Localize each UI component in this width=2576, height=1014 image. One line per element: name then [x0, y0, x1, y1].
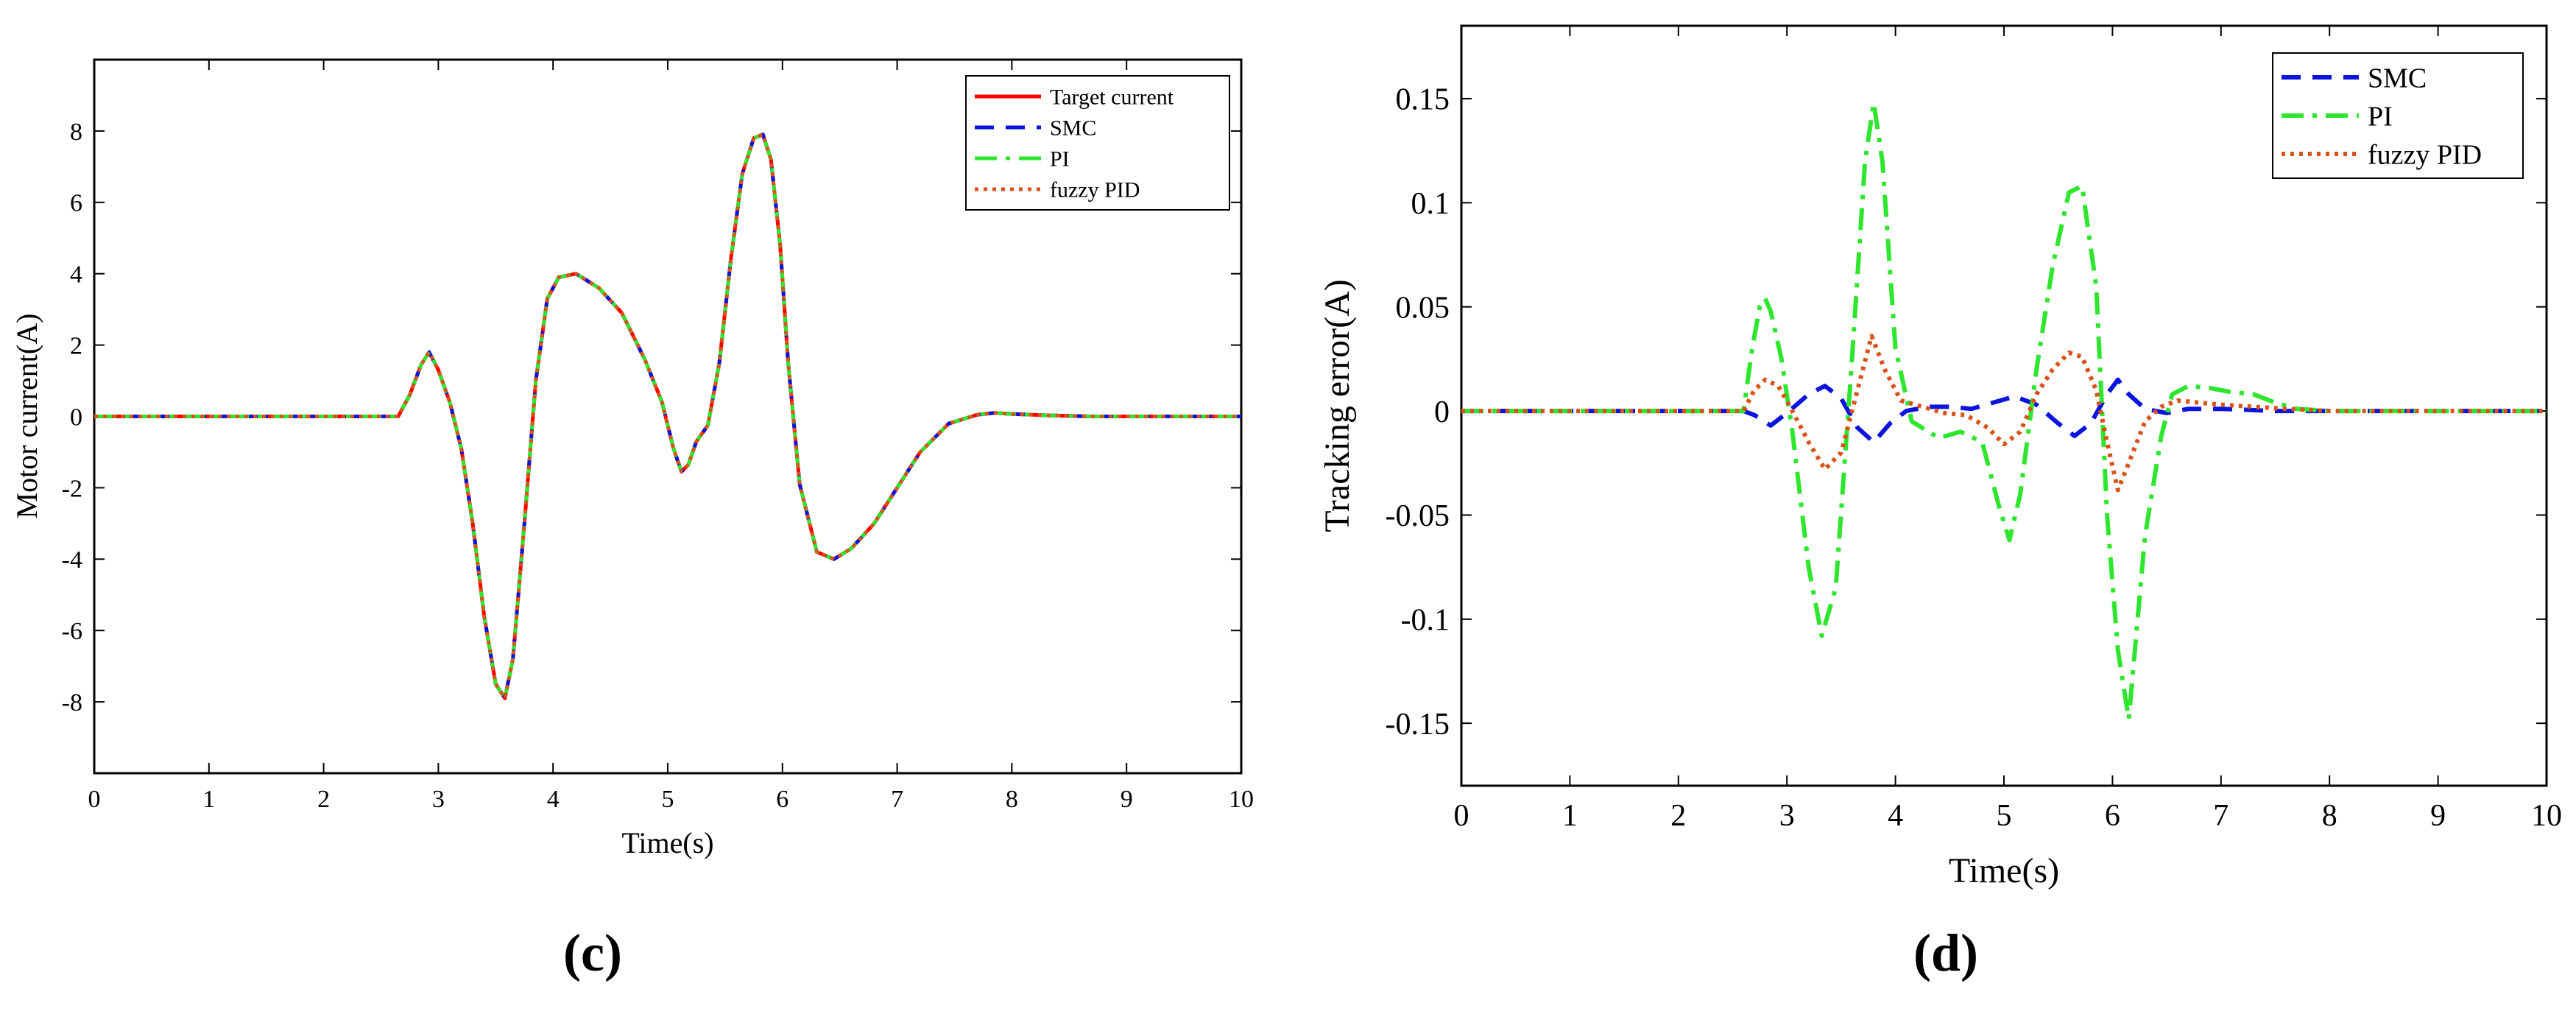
x-tick-label: 2 — [317, 786, 330, 813]
y-axis-label: Motor current(A) — [10, 314, 43, 519]
y-tick-label: 0 — [1434, 395, 1450, 429]
y-tick-label: 0.05 — [1396, 291, 1450, 325]
x-tick-label: 4 — [547, 786, 560, 813]
y-tick-label: 0 — [70, 404, 82, 431]
series-line-fuzzy-pid — [94, 133, 1241, 700]
x-tick-label: 8 — [1006, 786, 1018, 813]
legend-label: fuzzy PID — [2368, 139, 2482, 170]
legend-label: SMC — [2368, 63, 2427, 94]
legend-label: SMC — [1050, 116, 1096, 141]
motor-current-chart: 0 1 2 3 4 5 6 7 8 9 10 -8 -6 -4 -2 0 2 4 6 8 Time(s) Motor … — [10, 58, 1254, 982]
x-tick-label: 9 — [2430, 799, 2446, 833]
tracking-error-chart: 0 1 2 3 4 5 6 7 8 9 10 -0.15 -0.1 -0.05 0 0.05 0.1 0.15 T… — [1318, 24, 2562, 982]
y-tick-label: -8 — [62, 689, 82, 717]
x-tick-label: 10 — [2531, 799, 2562, 833]
x-tick-label: 0 — [88, 786, 101, 813]
x-tick-label: 3 — [432, 786, 445, 813]
y-tick-label: 2 — [70, 333, 82, 360]
legend-label: PI — [1050, 147, 1070, 172]
x-tick-label: 7 — [891, 786, 903, 813]
series-line-pi — [94, 133, 1241, 700]
panel-label: (d) — [1913, 923, 1978, 982]
x-axis-label: Time(s) — [621, 826, 713, 859]
y-tick-label: -6 — [62, 618, 82, 645]
x-tick-label: 10 — [1229, 786, 1254, 813]
x-tick-label: 8 — [2322, 799, 2337, 833]
series-line-fuzzy-pid — [1461, 334, 2547, 493]
x-tick-label: 3 — [1779, 799, 1795, 833]
y-tick-label: 0.15 — [1396, 83, 1450, 117]
y-tick-label: -4 — [62, 546, 82, 574]
y-tick-label: -0.1 — [1401, 604, 1450, 638]
x-axis-label: Time(s) — [1949, 851, 2059, 890]
legend: Target current SMC PI fuzzy PID — [965, 75, 1230, 211]
y-tick-label: 8 — [70, 119, 82, 146]
x-tick-label: 4 — [1888, 799, 1903, 833]
ticks: 0 1 2 3 4 5 6 7 8 9 10 -8 -6 -4 -2 0 2 4 6 8 — [62, 60, 1254, 813]
x-tick-label: 1 — [202, 786, 215, 813]
legend-label: fuzzy PID — [1050, 178, 1140, 203]
x-tick-label: 9 — [1121, 786, 1133, 813]
x-tick-label: 5 — [1997, 799, 2012, 833]
x-tick-label: 2 — [1670, 799, 1686, 833]
ticks: 0 1 2 3 4 5 6 7 8 9 10 -0.15 -0.1 -0.05 0 0.05 0.1 0.15 — [1386, 26, 2562, 833]
y-tick-label: -0.05 — [1386, 499, 1450, 533]
x-tick-label: 0 — [1454, 799, 1469, 833]
x-tick-label: 6 — [776, 786, 788, 813]
y-tick-label: 4 — [70, 261, 82, 289]
legend-label: PI — [2368, 101, 2393, 132]
x-tick-label: 7 — [2213, 799, 2229, 833]
y-tick-label: -0.15 — [1386, 708, 1450, 742]
series-lines — [1461, 100, 2547, 722]
x-tick-label: 6 — [2105, 799, 2120, 833]
y-tick-label: 0.1 — [1411, 187, 1450, 221]
y-axis-label: Tracking error(A) — [1318, 279, 1357, 532]
x-tick-label: 5 — [662, 786, 674, 813]
series-lines — [94, 133, 1241, 700]
x-tick-label: 1 — [1562, 799, 1578, 833]
y-tick-label: -2 — [62, 475, 82, 502]
legend: SMC PI fuzzy PID — [2272, 52, 2524, 179]
series-line-smc — [1461, 377, 2547, 445]
panel-label: (c) — [563, 923, 622, 982]
y-tick-label: 6 — [70, 190, 82, 217]
legend-label: Target current — [1050, 85, 1174, 110]
